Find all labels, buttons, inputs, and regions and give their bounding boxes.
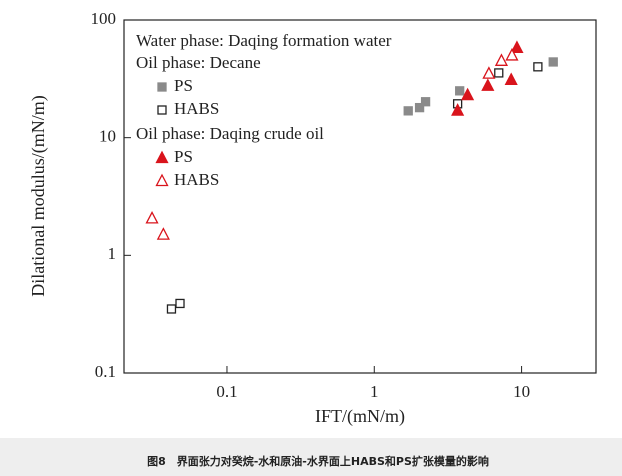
legend-marker [155,173,169,187]
x-tick-label: 10 [513,382,530,401]
y-tick-label: 100 [91,9,117,28]
marker [403,106,413,116]
marker [461,87,475,101]
marker [145,211,159,224]
marker [482,66,496,79]
marker [533,62,543,72]
legend-label: PS [174,76,193,95]
legend-marker [155,150,169,164]
y-tick-label: 10 [99,127,116,146]
marker [156,227,170,240]
marker [175,298,185,309]
marker [420,97,431,107]
caption-band [0,438,622,476]
caption: 图8 界面张力对癸烷-水和原油-水界面上HABS和PS扩张模量的影响 [147,454,489,468]
marker [414,102,425,113]
marker [510,40,524,53]
legend-group-title: Oil phase: Daqing crude oil [136,124,324,143]
plot-frame [123,19,597,374]
y-tick-label: 0.1 [95,362,116,381]
marker [481,78,495,91]
marker [455,86,465,96]
marker [166,304,177,314]
note: Water phase: Daqing formation water [136,31,392,50]
legend-label: HABS [174,170,219,189]
legend-marker [157,82,167,92]
x-tick-label: 0.1 [216,382,237,401]
legend-label: HABS [174,99,219,118]
marker [494,53,509,66]
marker [504,72,518,85]
legend-group-title: Oil phase: Decane [136,53,261,72]
y-tick-label: 1 [108,244,117,263]
marker [451,103,465,116]
legend-marker [157,105,167,115]
legend-label: PS [174,147,193,166]
marker [548,57,558,67]
y-axis-title: Dilational modulus/(mN/m) [28,95,49,296]
x-axis-title: IFT/(mN/m) [315,406,405,427]
marker [505,48,519,61]
x-tick-label: 1 [370,382,379,401]
marker [494,68,504,78]
